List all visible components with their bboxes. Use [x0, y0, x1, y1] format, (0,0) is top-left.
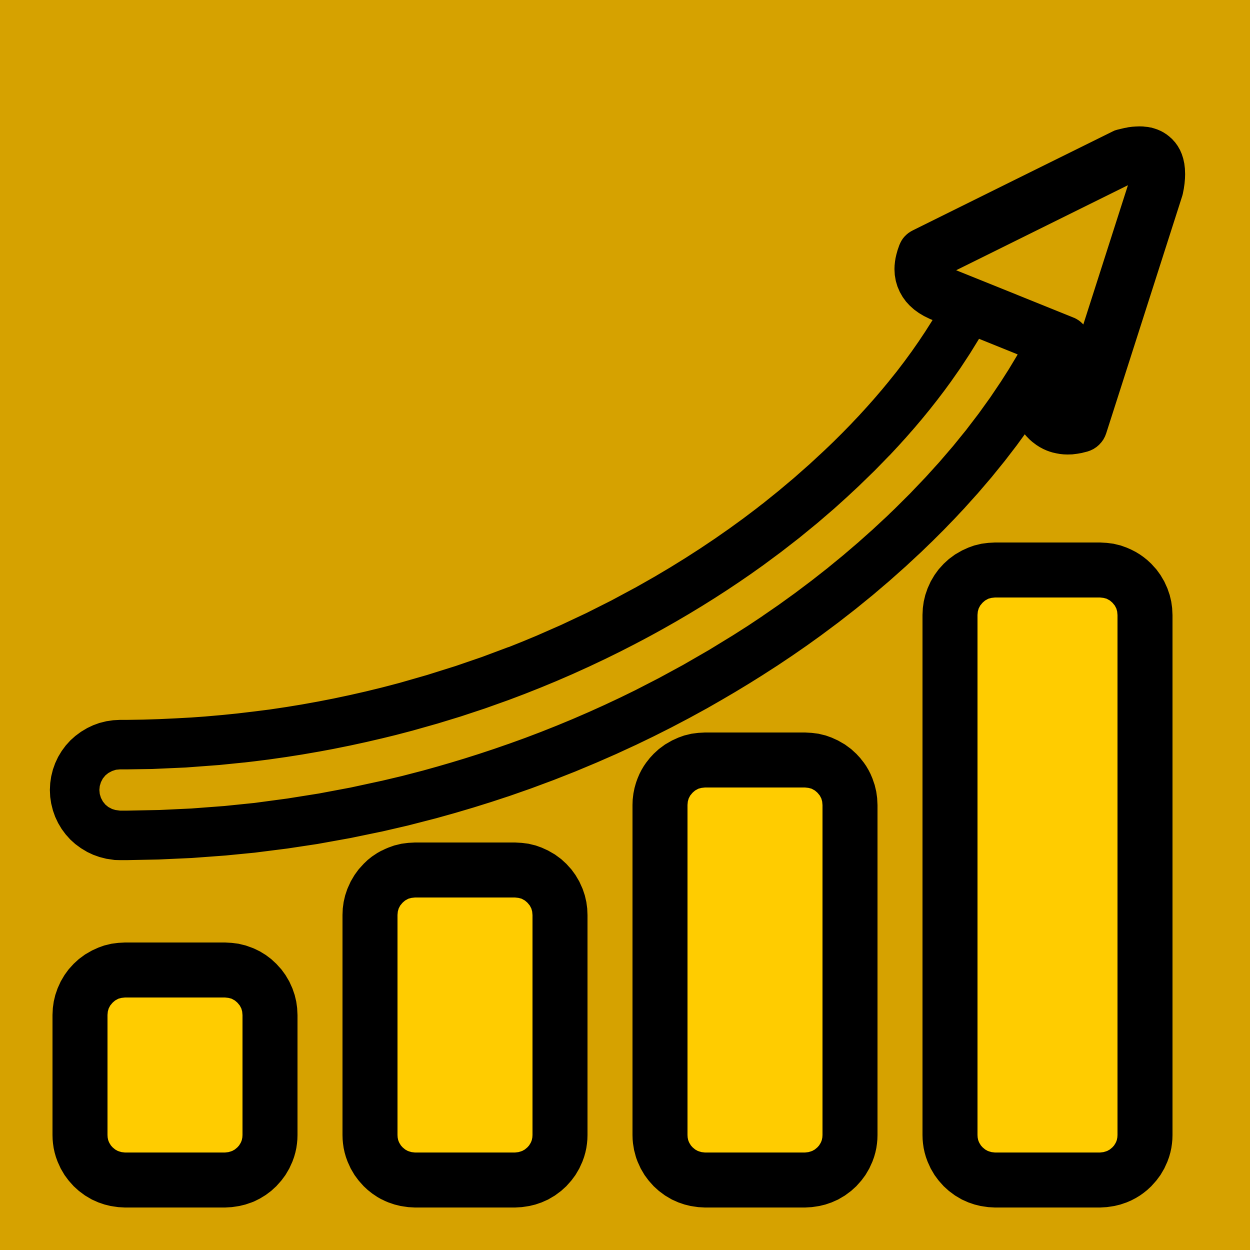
- bar-3: [660, 760, 850, 1180]
- bar-1: [80, 970, 270, 1180]
- bar-4: [950, 570, 1145, 1180]
- growth-chart-svg: [0, 0, 1250, 1250]
- growth-chart-icon: [0, 0, 1250, 1250]
- bar-2: [370, 870, 560, 1180]
